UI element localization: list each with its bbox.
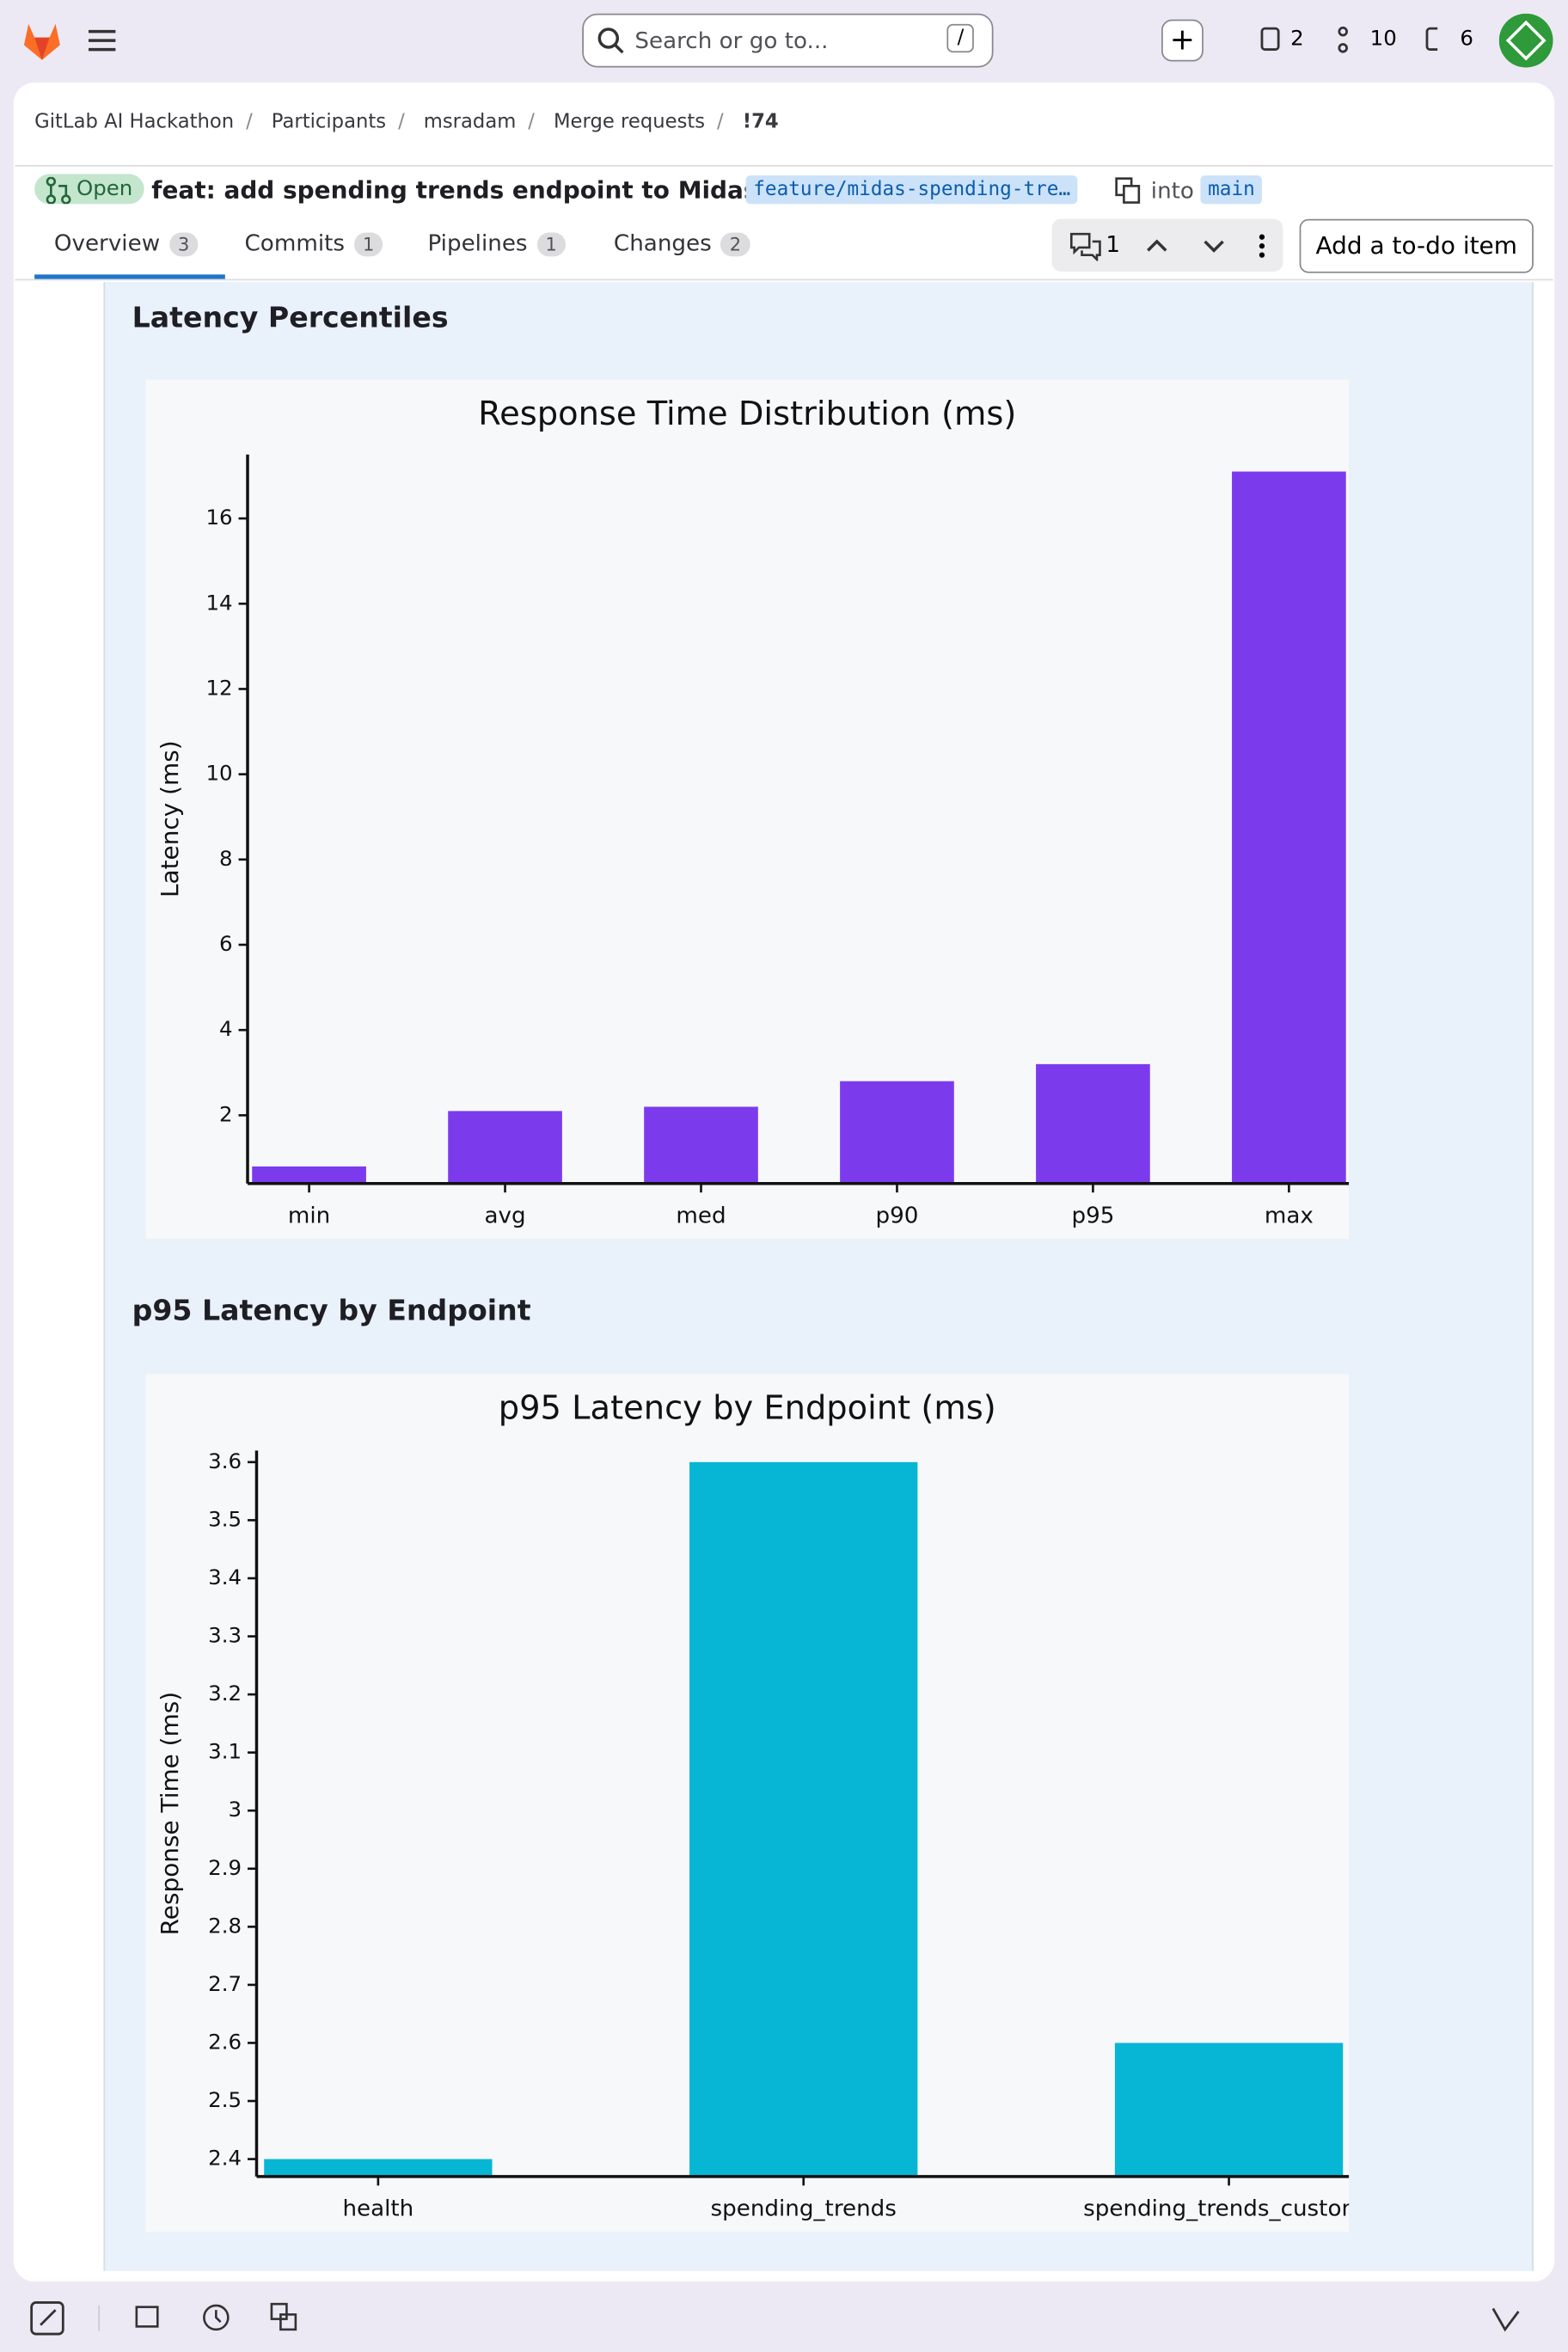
- discussion-count: 1: [1106, 230, 1121, 259]
- nav-icons: [1260, 26, 1438, 53]
- y-tick-label: 16: [205, 505, 232, 530]
- bar: [1114, 2043, 1344, 2177]
- mr-icon: [46, 176, 71, 205]
- breadcrumb-item[interactable]: GitLab AI Hackathon: [34, 111, 235, 134]
- into-label: into: [1150, 176, 1194, 205]
- tab[interactable]: Changes 2: [613, 229, 750, 257]
- y-tick-label: 3.1: [208, 1739, 242, 1764]
- y-tick-label: 2.4: [208, 2146, 242, 2171]
- bar: [1036, 1063, 1150, 1184]
- y-tick-label: 2.9: [208, 1855, 242, 1880]
- y-tick-label: 2: [219, 1101, 233, 1126]
- breadcrumb-item[interactable]: Merge requests: [553, 111, 706, 134]
- y-tick-label: 3: [228, 1797, 242, 1822]
- bar: [264, 2159, 493, 2177]
- x-tick-label: avg: [484, 1204, 525, 1229]
- x-tick-label: min: [288, 1204, 330, 1229]
- y-tick-label: 10: [205, 761, 232, 786]
- tab-count: 1: [353, 232, 383, 257]
- search-box[interactable]: Search or go to... /: [582, 13, 994, 68]
- shortcut-key: /: [946, 23, 975, 53]
- divider: [15, 279, 1553, 281]
- x-tick-label: max: [1265, 1204, 1314, 1229]
- menu-icon[interactable]: [87, 27, 117, 53]
- breadcrumb-item[interactable]: !74: [742, 111, 779, 134]
- separator: /: [717, 111, 724, 134]
- avatar[interactable]: [1498, 13, 1553, 68]
- gitlab-logo[interactable]: [20, 18, 64, 63]
- y-tick-label: 3.6: [208, 1449, 242, 1473]
- bar: [252, 1166, 366, 1184]
- tab[interactable]: Commits 1: [244, 229, 383, 257]
- breadcrumb-item[interactable]: msradam: [423, 111, 517, 134]
- bar: [840, 1081, 954, 1184]
- mr-title: feat: add spending trends endpoint to Mi…: [151, 175, 834, 205]
- divider: [15, 164, 1553, 167]
- tab-count: 3: [168, 232, 199, 257]
- y-tick-label: 3.2: [208, 1681, 242, 1706]
- chart-title: Response Time Distribution (ms): [478, 395, 1016, 433]
- y-tick-label: 12: [205, 675, 232, 700]
- x-tick-label: spending_trends_custom_: [1083, 2196, 1349, 2222]
- tab-label: Pipelines: [427, 229, 528, 257]
- y-tick-label: 2.8: [208, 1913, 242, 1938]
- section-heading: p95 Latency by Endpoint: [132, 1294, 531, 1328]
- tab-count: 1: [536, 232, 567, 257]
- y-tick-label: 4: [219, 1016, 233, 1041]
- comment-icon: [1069, 232, 1101, 261]
- separator: /: [398, 111, 405, 134]
- source-branch[interactable]: feature/midas-spending-tre…: [745, 175, 1078, 205]
- chart: Response Time Distribution (ms) Latency (…: [145, 379, 1350, 1240]
- issues-count[interactable]: 2: [1290, 27, 1304, 52]
- chart-title: p95 Latency by Endpoint (ms): [499, 1389, 996, 1428]
- tab-count: 2: [720, 232, 750, 257]
- chart: p95 Latency by Endpoint (ms) Response Tim…: [145, 1374, 1350, 2233]
- tab-label: Overview: [53, 229, 161, 257]
- y-axis-label: Latency (ms): [156, 740, 184, 897]
- bar: [644, 1106, 758, 1184]
- tab-label: Commits: [244, 229, 346, 257]
- bar: [689, 1461, 918, 2177]
- mr-count[interactable]: 10: [1369, 27, 1397, 52]
- y-axis-label: Response Time (ms): [156, 1692, 184, 1936]
- x-tick-label: p90: [876, 1204, 919, 1229]
- y-tick-label: 8: [219, 846, 233, 871]
- x-tick-label: spending_trends: [711, 2196, 897, 2222]
- y-tick-label: 3.3: [208, 1623, 242, 1648]
- y-tick-label: 2.5: [208, 2087, 242, 2112]
- search-placeholder: Search or go to...: [634, 27, 829, 54]
- y-tick-label: 3.4: [208, 1565, 242, 1589]
- x-tick-label: p95: [1071, 1204, 1114, 1229]
- section-heading: Latency Percentiles: [132, 301, 449, 335]
- todo-button[interactable]: Add a to-do item: [1299, 218, 1534, 273]
- target-branch[interactable]: main: [1200, 175, 1263, 205]
- duo-icon[interactable]: [1489, 2301, 1525, 2337]
- x-tick-label: health: [342, 2196, 413, 2222]
- tab[interactable]: Pipelines 1: [427, 229, 567, 257]
- bar: [448, 1111, 562, 1184]
- copy-icon[interactable]: [1115, 177, 1142, 204]
- separator: /: [528, 111, 535, 134]
- discussion-nav[interactable]: 1: [1051, 218, 1283, 272]
- tab-label: Changes: [613, 229, 712, 257]
- search-icon: [597, 28, 624, 54]
- y-tick-label: 14: [205, 590, 232, 615]
- breadcrumb-item[interactable]: Participants: [271, 111, 387, 134]
- y-tick-label: 6: [219, 931, 233, 956]
- bar: [1232, 471, 1346, 1184]
- create-button[interactable]: +: [1161, 19, 1204, 62]
- y-tick-label: 2.7: [208, 1971, 242, 1996]
- tab[interactable]: Overview 3: [53, 229, 199, 257]
- separator: /: [246, 111, 253, 134]
- y-tick-label: 3.5: [208, 1506, 242, 1531]
- y-tick-label: 2.6: [208, 2029, 242, 2054]
- bottom-toolbar: [30, 2301, 297, 2336]
- active-tab-indicator: [34, 274, 225, 279]
- nav-arrows: [1147, 234, 1265, 258]
- x-tick-label: med: [676, 1204, 726, 1229]
- todo-count[interactable]: 6: [1460, 27, 1473, 52]
